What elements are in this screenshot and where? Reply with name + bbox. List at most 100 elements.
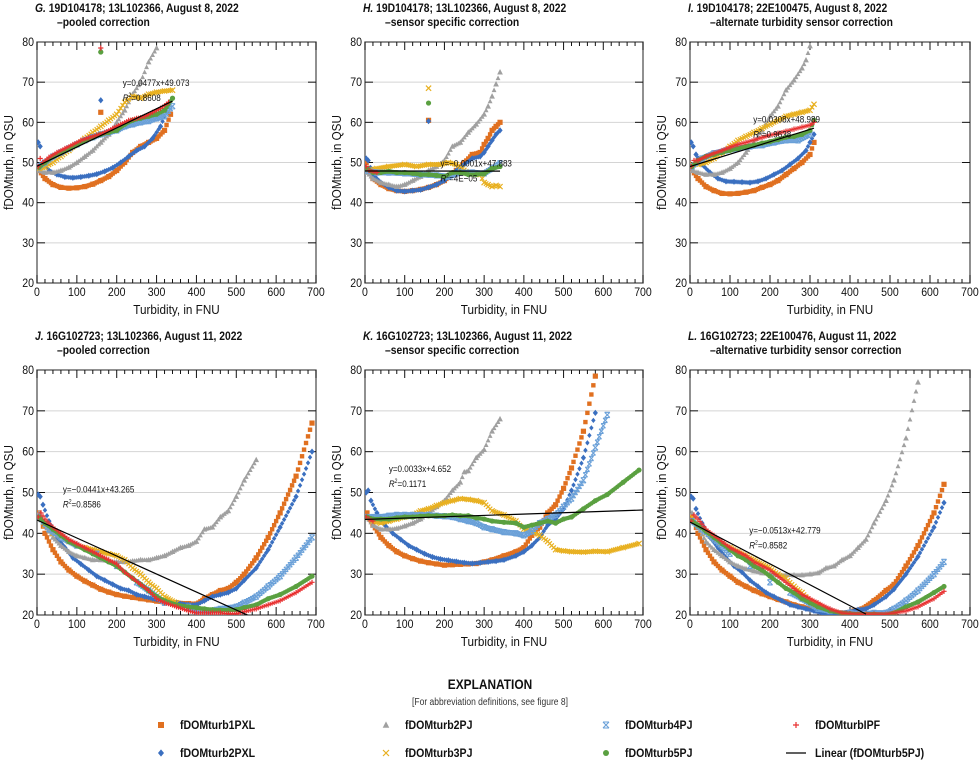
data-point (604, 548, 611, 555)
data-point (897, 456, 903, 462)
data-point (568, 487, 575, 494)
data-point (505, 529, 511, 536)
data-point (229, 604, 235, 611)
data-point (587, 432, 592, 438)
panel-title-text: 16G102723; 22E100476, August 11, 2022 (700, 330, 896, 343)
data-point (253, 456, 260, 463)
data-point (247, 596, 253, 603)
data-point (585, 440, 590, 446)
circle-marker-icon (595, 746, 617, 760)
data-point (385, 512, 392, 519)
y-tick-label: 40 (675, 528, 687, 541)
panel-title: I. 19D104178; 22E100475, August 8, 2022 (688, 2, 887, 15)
x-tick-label: 100 (68, 286, 86, 299)
data-point (889, 607, 895, 613)
data-point (76, 559, 82, 566)
trendline-equation: y=−0.0001x+47.883 (440, 158, 512, 169)
data-point (703, 547, 709, 553)
data-point (767, 579, 773, 586)
data-point (933, 519, 939, 525)
data-point (807, 139, 813, 146)
data-point (233, 493, 240, 499)
data-point (137, 119, 144, 126)
data-point (803, 147, 809, 154)
data-point (244, 575, 249, 581)
x-tick-label: 400 (841, 618, 859, 631)
data-point (495, 75, 501, 81)
data-point (911, 398, 917, 403)
panel-letter: K. (363, 330, 376, 343)
data-point (790, 111, 798, 118)
data-point (459, 474, 465, 480)
r-squared: R2=0.8582 (749, 540, 787, 551)
data-point (865, 532, 871, 538)
data-point (909, 553, 915, 558)
data-point (559, 490, 564, 495)
data-point (511, 530, 517, 536)
data-point (493, 81, 499, 87)
data-point (905, 426, 911, 431)
data-point (483, 524, 489, 531)
data-point (169, 87, 176, 94)
data-point (592, 409, 598, 416)
y-tick-label: 30 (675, 237, 687, 250)
data-point (941, 583, 947, 590)
x-tick-label: 700 (961, 286, 979, 299)
x-marker-icon (375, 746, 397, 760)
data-point (925, 522, 931, 528)
chart-panel-h: H. 19D104178; 13L102366, August 8, 2022–… (329, 2, 651, 317)
panel-title-text: 16G102723; 13L102366, August 11, 2022 (46, 330, 242, 343)
data-point (425, 184, 432, 191)
data-point (897, 572, 903, 578)
data-point (921, 542, 927, 549)
y-tick-label: 40 (350, 197, 362, 210)
plus-marker-icon (785, 718, 807, 732)
data-point (917, 539, 923, 544)
data-point (523, 542, 529, 547)
data-point (592, 444, 599, 451)
x-axis-label: Turbidity, in FNU (133, 634, 219, 649)
data-point (305, 460, 311, 466)
data-point (40, 501, 46, 508)
chart-panel-g: G. 19D104178; 13L102366, August 8, 2022–… (1, 2, 324, 317)
data-point (68, 163, 74, 169)
data-point (461, 134, 467, 140)
data-point (66, 164, 72, 170)
data-point (690, 493, 694, 500)
data-point (309, 579, 315, 585)
data-point (142, 118, 148, 125)
data-point (193, 538, 200, 544)
data-point (781, 137, 787, 144)
panel-subtitle: –pooled correction (57, 344, 150, 357)
data-point (241, 571, 247, 577)
data-point (523, 547, 529, 553)
data-point (863, 536, 869, 542)
legend-label: fDOMturb1PXL (180, 718, 256, 732)
data-point (777, 99, 783, 105)
data-point (483, 442, 489, 448)
data-point (245, 597, 251, 604)
data-point (701, 543, 707, 548)
data-point (929, 528, 935, 534)
y-tick-label: 30 (22, 237, 34, 250)
panel-title: J. 16G102723; 13L102366, August 11, 2022 (35, 330, 242, 343)
data-point (806, 107, 814, 114)
data-point (911, 559, 917, 566)
data-point (771, 108, 777, 114)
r-squared: R2=0.9638 (753, 129, 791, 140)
data-point (237, 485, 243, 491)
data-point (471, 519, 477, 526)
data-point (303, 440, 309, 446)
data-point (37, 491, 41, 498)
data-point (457, 479, 464, 485)
data-point (196, 535, 201, 541)
data-point (153, 115, 160, 122)
data-point (191, 607, 198, 613)
data-point (477, 149, 483, 156)
data-point (782, 113, 790, 120)
data-point (167, 111, 174, 117)
data-point (592, 373, 598, 379)
data-point (797, 136, 803, 143)
data-point (709, 556, 715, 562)
